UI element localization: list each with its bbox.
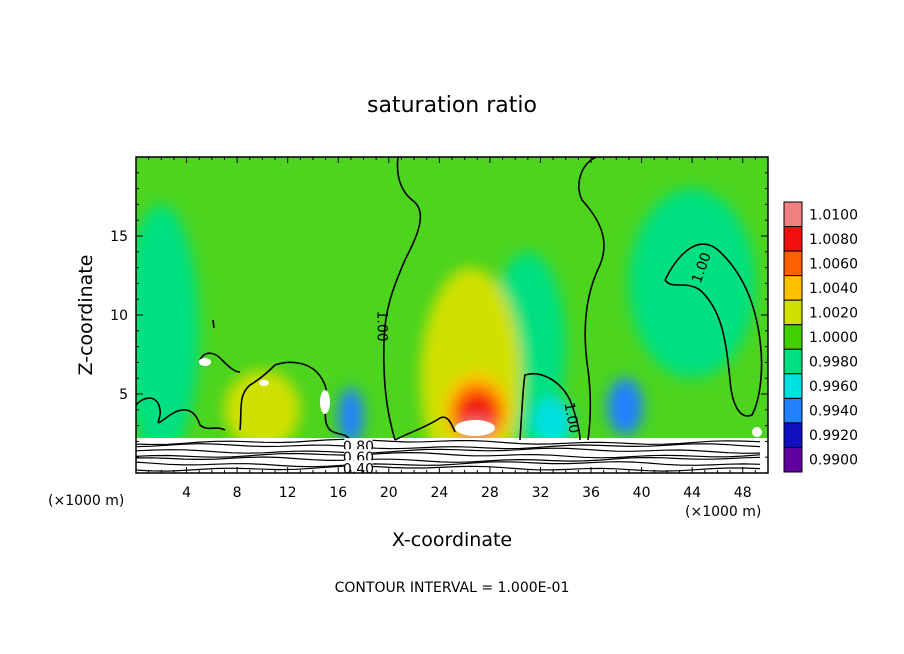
white-patch (320, 390, 330, 414)
field-region-0.9980 (628, 188, 756, 379)
white-patch (455, 420, 495, 436)
x-tick-label: 40 (633, 485, 651, 501)
contour-label-bg (344, 460, 373, 473)
x-tick-label: 24 (430, 485, 448, 501)
ground-contour-line (136, 451, 761, 459)
colorbar-swatch (783, 373, 803, 399)
colorbar-label: 0.9960 (809, 379, 858, 395)
colorbar-swatch (783, 201, 803, 228)
colorbar-swatch (783, 324, 803, 350)
contour-line-5 (136, 397, 226, 431)
ground-contour-line (136, 461, 761, 468)
contour-lines (136, 157, 763, 441)
field-region-0.9980 (136, 204, 200, 458)
colorbar-label: 1.0060 (809, 256, 858, 272)
x-tick-label: 44 (683, 485, 701, 501)
field-region-0.9940 (607, 378, 643, 436)
colorbar-label: 0.9940 (809, 404, 858, 420)
contour-label-bg (344, 449, 373, 464)
white-patch (199, 358, 211, 366)
contour-label: 1.00 (373, 310, 389, 341)
x-unit-right: (×1000 m) (685, 504, 761, 520)
colorbar-swatch (783, 397, 803, 424)
x-tick-label: 32 (532, 485, 550, 501)
white-patch (259, 380, 269, 386)
colorbar: 1.0100 1.0080 1.0060 1.0040 1.0020 1.0000 0.99… (783, 201, 858, 473)
colorbar-label: 0.9980 (809, 355, 858, 371)
contour-label: 0.40 (343, 461, 374, 477)
x-tick-label: 4 (182, 485, 191, 501)
contour-interval-note: CONTOUR INTERVAL = 1.000E-01 (335, 580, 570, 596)
chart-title: saturation ratio (367, 93, 537, 118)
colorbar-swatch (783, 446, 803, 473)
contour-line-8 (199, 352, 241, 373)
ground-contour-line (136, 447, 761, 454)
x-tick-label: 8 (233, 485, 242, 501)
white-patch (752, 427, 762, 437)
contour-label-bg (344, 438, 373, 453)
ground-contours (136, 438, 761, 472)
contour-line-4 (664, 243, 763, 417)
contour-label: 1.00 (561, 401, 582, 434)
y-axis-label: Z-coordinate (75, 255, 97, 376)
colorbar-swatch (783, 348, 803, 375)
x-axis: 4 8 12 16 20 24 28 32 36 40 44 48 (148, 157, 756, 501)
ground-contour-line (136, 443, 761, 450)
colorbar-swatch (783, 422, 803, 448)
field-region-0.9940 (338, 387, 364, 445)
contour-line-3 (519, 373, 581, 441)
contour-line-9 (212, 319, 215, 329)
x-tick-label: 16 (329, 485, 347, 501)
ground-contour-line (136, 456, 761, 463)
field-region-0.9960 (532, 397, 574, 448)
colorbar-swatch (783, 299, 803, 326)
ground-contour-line (136, 465, 761, 472)
colorbar-swatch (783, 226, 803, 252)
colorbar-label: 1.0080 (809, 232, 858, 248)
colorbar-swatch (783, 275, 803, 301)
contour-line-1 (383, 157, 422, 441)
colorbar-label: 1.0000 (809, 330, 858, 346)
white-patches (199, 358, 762, 437)
x-tick-label: 28 (481, 485, 499, 501)
x-unit-left: (×1000 m) (48, 493, 124, 509)
contour-line-6 (239, 361, 351, 441)
contour-line-2 (578, 157, 605, 441)
y-tick-label: 10 (110, 308, 128, 324)
colorbar-label: 0.9900 (809, 453, 858, 469)
plot-area: 1.001.001.000.800.600.40 (136, 157, 768, 477)
y-tick-label: 5 (119, 387, 128, 403)
y-tick-label: 15 (110, 229, 128, 245)
ground-contour-line (136, 438, 761, 446)
colorbar-label: 1.0100 (809, 207, 858, 223)
x-axis-label: X-coordinate (392, 529, 512, 551)
colorbar-swatch (783, 250, 803, 277)
y-axis: 5 10 15 (110, 172, 768, 458)
colorbar-label: 0.9920 (809, 428, 858, 444)
contour-line-7 (394, 416, 456, 441)
x-tick-label: 12 (279, 485, 297, 501)
colorbar-label: 1.0020 (809, 305, 858, 321)
x-tick-label: 36 (582, 485, 600, 501)
field-region-1.0020 (224, 370, 301, 450)
x-tick-label: 48 (734, 485, 752, 501)
colorbar-label: 1.0040 (809, 281, 858, 297)
x-tick-label: 20 (380, 485, 398, 501)
